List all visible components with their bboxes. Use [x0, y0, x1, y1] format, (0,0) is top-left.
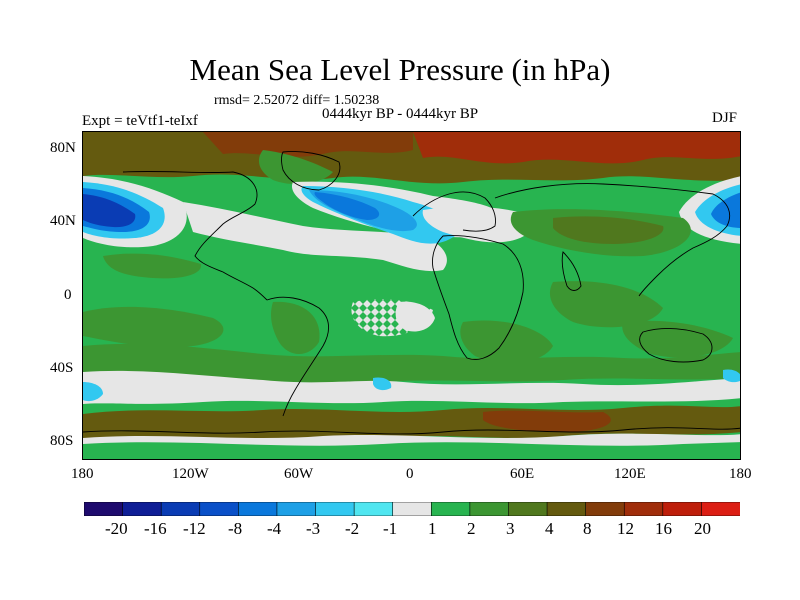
pressure-map — [82, 131, 741, 460]
antarctic-green-edge — [83, 442, 740, 459]
coast-africa — [432, 235, 524, 360]
npacific-deepblue-west — [83, 194, 136, 228]
colorbar-label: -8 — [228, 519, 243, 538]
lat-label-80n: 80N — [50, 140, 76, 156]
colorbar-swatch — [84, 502, 124, 516]
samerica-olive — [271, 301, 320, 354]
colorbar-label: 12 — [617, 519, 634, 538]
colorbar-label: 4 — [545, 519, 554, 538]
coast-greenland — [281, 151, 341, 191]
colorbar-swatch — [238, 502, 278, 516]
colorbar-label: 16 — [655, 519, 672, 538]
stats-text: rmsd= 2.52072 diff= 1.50238 — [214, 93, 380, 108]
colorbar-label: 20 — [694, 519, 711, 538]
colorbar-swatch — [546, 502, 587, 516]
colorbar-label: -20 — [105, 519, 128, 538]
epacific-olive-south — [83, 306, 224, 348]
lon-label-60w: 60W — [284, 466, 314, 482]
tatlantic-neutral-blob — [395, 301, 435, 332]
lon-label-120w: 120W — [172, 466, 209, 482]
colorbar-label: 8 — [583, 519, 592, 538]
map-field-svg — [83, 132, 740, 459]
mediterranean-neutral — [422, 206, 535, 243]
coastlines — [83, 151, 740, 435]
colorbar-swatch — [199, 502, 239, 516]
coast-asia — [494, 183, 731, 297]
coast-north-america — [122, 170, 268, 301]
experiment-label: Expt = teVtf1-teIxf — [82, 113, 198, 129]
colorbar-swatch — [508, 502, 548, 516]
namerica-neutral-band — [183, 202, 447, 272]
colorbar-swatch — [353, 502, 394, 516]
coast-australia — [639, 327, 713, 363]
colorbar-label: -16 — [144, 519, 167, 538]
africa-olive — [460, 320, 553, 363]
coast-europe — [412, 191, 496, 232]
colorbar-label: 1 — [428, 519, 437, 538]
npacific-blue-east — [711, 192, 740, 228]
colorbar-label: -3 — [306, 519, 321, 538]
natlantic-blue — [314, 192, 380, 220]
period-text: 0444kyr BP - 0444kyr BP — [322, 106, 479, 122]
southern-cyan-west — [83, 382, 103, 402]
colorbar — [84, 502, 740, 516]
lon-label-0: 0 — [406, 466, 414, 482]
colorbar-label: 3 — [506, 519, 515, 538]
season-label: DJF — [712, 110, 738, 126]
coast-india — [561, 251, 582, 291]
colorbar-label: -2 — [345, 519, 360, 538]
colorbar-swatch — [662, 502, 703, 516]
colorbar-swatch — [623, 502, 664, 516]
indian-ocean-olive — [549, 281, 663, 328]
lon-label-60e: 60E — [510, 466, 535, 482]
colorbar-swatch — [122, 502, 162, 516]
lat-label-40s: 40S — [50, 360, 74, 376]
southern-neutral-band — [83, 370, 740, 404]
arctic-rust-west — [203, 132, 413, 157]
colorbar-swatch — [160, 502, 201, 516]
southern-cyan-east — [723, 369, 740, 383]
colorbar-swatch — [701, 502, 740, 516]
lon-label-180w: 180 — [71, 466, 94, 482]
colorbar-label: 2 — [467, 519, 476, 538]
colorbar-label: -12 — [183, 519, 206, 538]
asia-olive-core — [553, 216, 664, 244]
colorbar-label: -1 — [383, 519, 398, 538]
colorbar-swatch — [276, 502, 317, 516]
lon-label-120e: 120E — [614, 466, 646, 482]
lat-label-80s: 80S — [50, 433, 74, 449]
colorbar-label: -4 — [267, 519, 282, 538]
greenland-green — [258, 150, 333, 185]
lon-label-180e: 180 — [729, 466, 752, 482]
colorbar-swatch — [430, 502, 471, 516]
coast-south-america — [266, 296, 329, 417]
arctic-red-east — [413, 132, 740, 164]
antarctic-rust-patch — [483, 410, 611, 432]
colorbar-swatch — [469, 502, 510, 516]
lat-label-40n: 40N — [50, 213, 76, 229]
epacific-olive-north — [103, 253, 202, 279]
coast-antarctica — [83, 427, 740, 435]
colorbar-swatch — [392, 502, 432, 516]
colorbar-swatch — [315, 502, 355, 516]
colorbar-swatch — [585, 502, 625, 516]
southern-cyan-atlantic — [373, 377, 392, 391]
southern-olive-band — [83, 343, 740, 384]
lat-label-0: 0 — [64, 287, 72, 303]
page-title: Mean Sea Level Pressure (in hPa) — [189, 52, 611, 87]
